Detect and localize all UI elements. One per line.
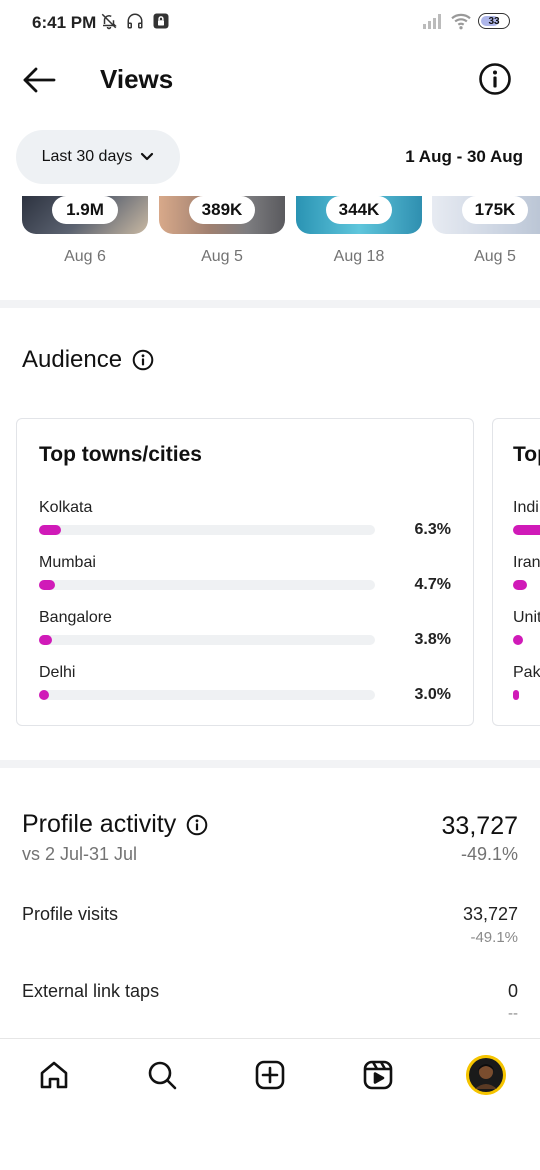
country-name: Unit — [513, 609, 540, 626]
bottom-navigation — [0, 1038, 540, 1110]
city-bar-fill — [39, 635, 52, 645]
city-row: Bangalore 3.8% — [39, 609, 455, 657]
audience-title: Audience — [22, 346, 123, 373]
nav-profile[interactable] — [464, 1053, 508, 1097]
city-name: Delhi — [39, 664, 76, 681]
avatar-image — [466, 1055, 506, 1095]
content-views-badge: 175K — [462, 196, 528, 224]
signal-icon — [423, 14, 441, 29]
top-cities-title: Top towns/cities — [39, 443, 202, 466]
city-bar-fill — [39, 525, 61, 535]
battery-level: 33 — [488, 15, 500, 27]
profile-activity-title: Profile activity — [22, 810, 177, 838]
content-views-badge: 389K — [189, 196, 255, 224]
top-cities-card: Top towns/cities Kolkata 6.3% Mumbai 4.7… — [16, 418, 474, 726]
city-bar-track — [39, 525, 375, 535]
section-divider — [0, 760, 540, 768]
content-thumbnail[interactable]: 389K — [159, 196, 285, 234]
city-bar-fill — [39, 580, 55, 590]
content-views-badge: 1.9M — [52, 196, 118, 224]
content-date: Aug 5 — [201, 248, 243, 265]
wifi-icon — [451, 13, 471, 30]
city-name: Bangalore — [39, 609, 112, 626]
profile-activity-comparison: vs 2 Jul-31 Jul — [22, 844, 138, 864]
country-bar-fill — [513, 525, 540, 535]
content-thumbnail[interactable]: 1.9M — [22, 196, 148, 234]
chevron-down-icon — [141, 152, 154, 161]
top-countries-title: Top — [513, 443, 540, 466]
content-thumbnail[interactable]: 175K — [432, 196, 540, 234]
country-bar-fill — [513, 690, 519, 700]
lock-app-icon — [153, 13, 169, 29]
metric-change: -49.1% — [470, 929, 518, 946]
city-bar-track — [39, 580, 375, 590]
status-bar: 6:41 PM 33 — [0, 0, 540, 48]
date-range-dropdown[interactable]: Last 30 days — [16, 130, 180, 184]
city-row: Delhi 3.0% — [39, 664, 455, 712]
metric-value: 33,727 — [462, 904, 518, 924]
metric-value: 0 — [507, 981, 518, 1001]
page-title: Views — [100, 64, 174, 94]
city-row: Mumbai 4.7% — [39, 554, 455, 602]
arrow-left-icon — [23, 67, 56, 93]
battery-icon: 33 — [478, 13, 510, 29]
city-row: Kolkata 6.3% — [39, 499, 455, 547]
nav-create[interactable] — [248, 1053, 292, 1097]
country-bar-fill — [513, 580, 527, 590]
metric-label: External link taps — [22, 981, 160, 1001]
search-icon — [148, 1061, 177, 1090]
content-date: Aug 5 — [474, 248, 516, 265]
status-system-icons: 33 — [422, 12, 510, 30]
content-date: Aug 6 — [64, 248, 106, 265]
create-icon — [255, 1060, 285, 1090]
nav-search[interactable] — [140, 1053, 184, 1097]
country-name: Pak — [513, 664, 540, 681]
status-time: 6:41 PM — [32, 13, 97, 32]
audience-heading: Audience — [22, 346, 154, 374]
date-range-dropdown-label: Last 30 days — [41, 148, 133, 165]
city-bar-track — [39, 635, 375, 645]
city-name: Mumbai — [39, 554, 96, 571]
profile-avatar — [466, 1055, 506, 1095]
header: Views — [0, 52, 540, 108]
info-icon — [479, 63, 511, 95]
info-icon[interactable] — [132, 349, 154, 371]
headphones-icon — [127, 13, 143, 29]
city-name: Kolkata — [39, 499, 93, 516]
city-bar-track — [39, 690, 375, 700]
city-percentage: 6.3% — [414, 521, 451, 538]
content-date: Aug 18 — [333, 248, 385, 265]
metric-label: Profile visits — [22, 904, 119, 924]
content-thumbnail[interactable]: 344K — [296, 196, 422, 234]
top-countries-card[interactable]: Top Indi Iran Unit Pak — [492, 418, 540, 726]
info-button[interactable] — [478, 62, 512, 96]
profile-activity-total: 33,727 — [441, 812, 518, 840]
top-content-strip: 1.9M Aug 6 389K Aug 5 344K Aug 18 175K A… — [0, 196, 540, 280]
profile-activity-change: -49.1% — [460, 844, 518, 864]
home-icon — [40, 1061, 68, 1089]
country-bar-fill — [513, 635, 523, 645]
filter-row: Last 30 days 1 Aug - 30 Aug — [0, 130, 540, 186]
city-percentage: 3.0% — [414, 686, 451, 703]
city-bar-fill — [39, 690, 49, 700]
content-views-badge: 344K — [326, 196, 392, 224]
date-range-text: 1 Aug - 30 Aug — [405, 147, 523, 166]
status-notification-icons — [100, 12, 170, 30]
reels-icon — [363, 1060, 393, 1090]
metric-change: -- — [508, 1005, 518, 1022]
city-percentage: 4.7% — [414, 576, 451, 593]
city-percentage: 3.8% — [414, 631, 451, 648]
info-icon[interactable] — [186, 814, 208, 836]
section-divider — [0, 300, 540, 308]
bell-off-icon — [101, 13, 117, 30]
nav-reels[interactable] — [356, 1053, 400, 1097]
country-name: Indi — [513, 499, 539, 516]
back-button[interactable] — [20, 64, 58, 96]
profile-activity-heading: Profile activity — [22, 810, 208, 839]
nav-home[interactable] — [32, 1053, 76, 1097]
country-name: Iran — [513, 554, 540, 571]
